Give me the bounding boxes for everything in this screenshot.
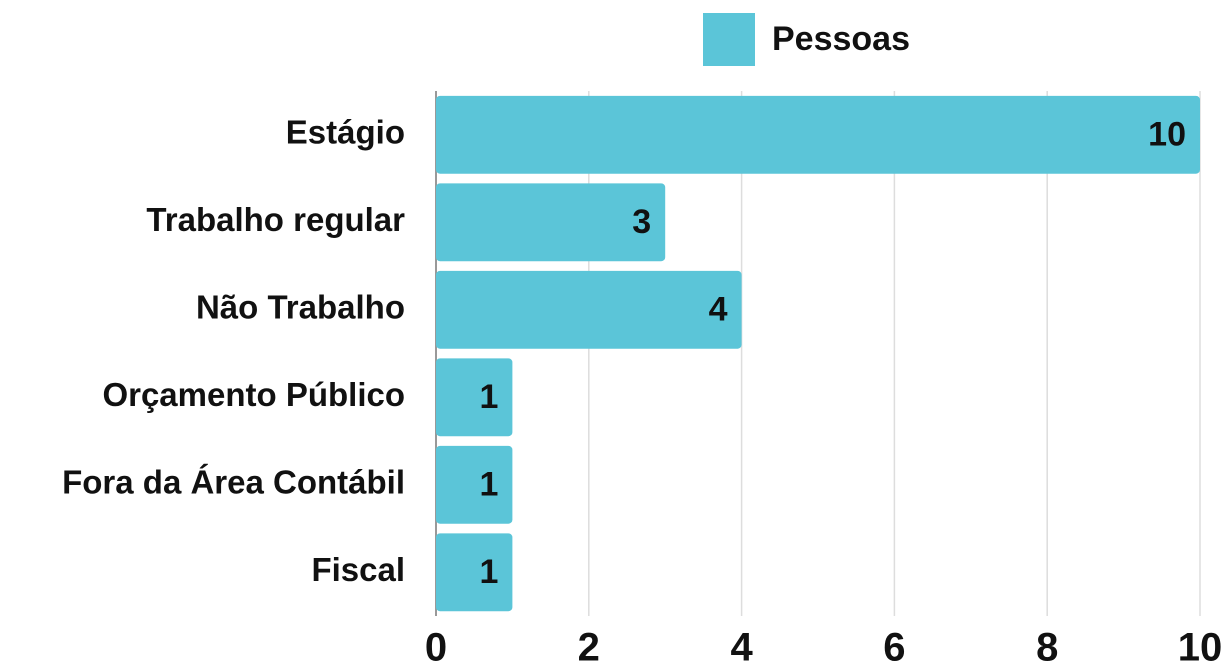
y-tick-label: Estágio (286, 113, 405, 150)
legend-swatch (703, 13, 755, 66)
x-tick-label: 6 (883, 626, 905, 668)
bar (436, 533, 513, 612)
legend-label: Pessoas (772, 20, 910, 58)
value-label: 3 (632, 203, 651, 241)
value-label: 10 (1148, 116, 1186, 154)
y-tick-label: Não Trabalho (196, 288, 405, 325)
x-tick-label: 10 (1178, 626, 1222, 668)
bar (436, 95, 1200, 174)
bar (436, 445, 513, 524)
x-tick-label: 4 (730, 626, 753, 668)
value-label: 1 (479, 466, 498, 504)
x-tick-label: 8 (1036, 626, 1058, 668)
bar (436, 183, 666, 262)
y-tick-label: Fora da Área Contábil (62, 463, 405, 500)
x-tick-label: 0 (425, 626, 447, 668)
value-label: 4 (709, 291, 728, 329)
y-tick-label: Fiscal (311, 551, 405, 588)
bar (436, 270, 742, 349)
value-label: 1 (479, 378, 498, 416)
value-label: 1 (479, 553, 498, 591)
bar (436, 358, 513, 437)
y-tick-label: Trabalho regular (146, 201, 405, 238)
x-tick-label: 2 (578, 626, 600, 668)
y-tick-label: Orçamento Público (102, 376, 405, 413)
